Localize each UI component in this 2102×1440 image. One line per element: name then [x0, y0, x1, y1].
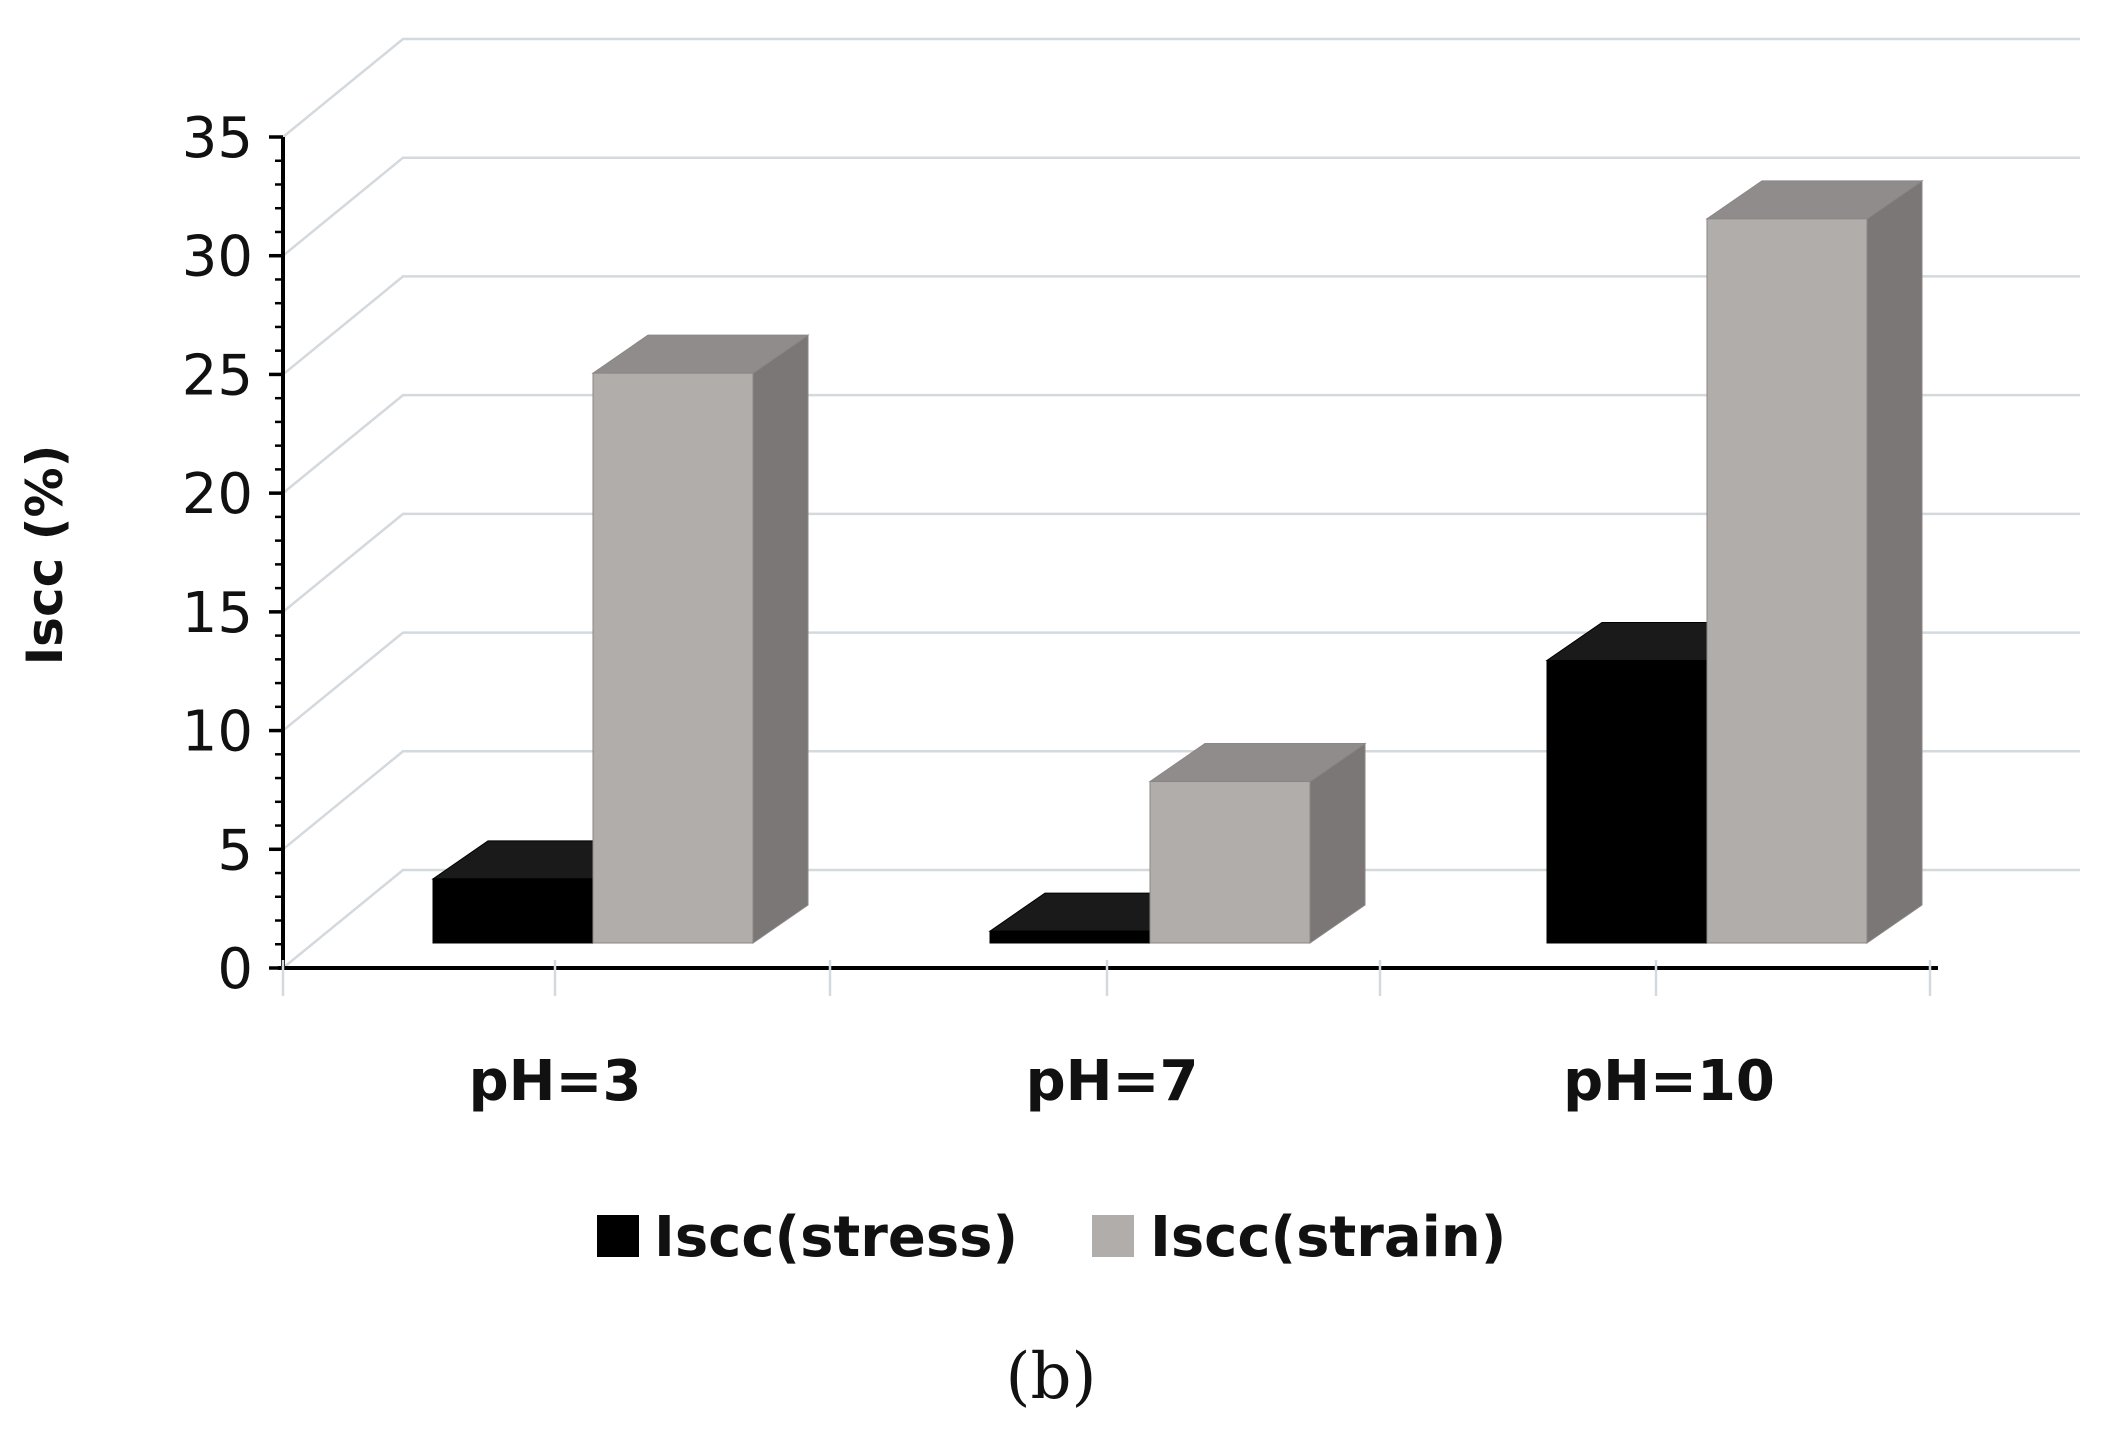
bars [431, 179, 1924, 944]
y-axis: 0 5 10 15 20 25 30 35 [182, 106, 285, 1002]
y-tick-label: 0 [217, 937, 253, 1002]
bar-side [1866, 179, 1923, 944]
bar [1546, 659, 1708, 944]
legend-label-stress: Iscc(stress) [654, 1205, 1018, 1270]
labels: pH=3 pH=7 pH=10 [469, 1049, 1775, 1114]
gridline [282, 37, 2080, 138]
legend-swatch-strain [1092, 1215, 1134, 1257]
y-tick-label: 20 [182, 462, 253, 527]
x-tick-label: pH=10 [1563, 1049, 1775, 1114]
y-tick-label: 10 [182, 700, 253, 765]
gridline [282, 156, 2080, 257]
gridline [282, 275, 2080, 376]
bar [1706, 218, 1868, 944]
bar [989, 930, 1151, 944]
x-tick-label: pH=7 [1026, 1049, 1199, 1114]
bar [592, 372, 754, 944]
bar [432, 878, 594, 944]
legend: Iscc(stress) Iscc(strain) [597, 1205, 1506, 1270]
y-tick-label: 5 [217, 818, 253, 883]
y-tick-label: 25 [182, 343, 253, 408]
legend-label-strain: Iscc(strain) [1150, 1205, 1506, 1270]
gridline [282, 750, 2080, 851]
y-tick-label: 15 [182, 581, 253, 646]
gridline [282, 393, 2080, 495]
y-tick-label: 30 [182, 225, 253, 290]
figure-caption: (b) [1006, 1340, 1097, 1414]
bar [1149, 781, 1311, 944]
gridlines [282, 37, 2080, 969]
gridline [282, 631, 2080, 732]
x-tick-label: pH=3 [469, 1049, 642, 1114]
gridline [282, 868, 2080, 969]
legend-swatch-stress [597, 1215, 639, 1257]
bar-side [752, 334, 809, 944]
gridline [282, 512, 2080, 613]
x-axis [278, 960, 1938, 996]
y-tick-label: 35 [182, 106, 253, 171]
y-axis-title: Iscc (%) [16, 445, 74, 666]
